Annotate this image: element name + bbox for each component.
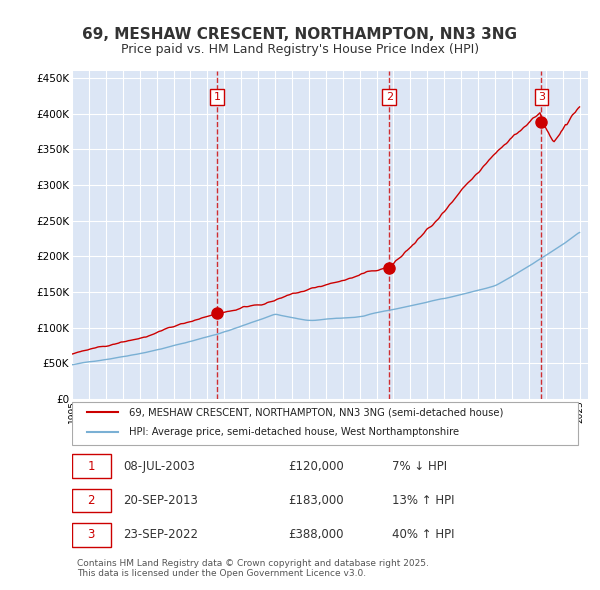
Text: 40% ↑ HPI: 40% ↑ HPI [392,529,454,542]
Text: 08-JUL-2003: 08-JUL-2003 [124,460,196,473]
Text: Price paid vs. HM Land Registry's House Price Index (HPI): Price paid vs. HM Land Registry's House … [121,43,479,56]
Text: 69, MESHAW CRESCENT, NORTHAMPTON, NN3 3NG (semi-detached house): 69, MESHAW CRESCENT, NORTHAMPTON, NN3 3N… [129,408,503,418]
Text: 3: 3 [88,529,95,542]
Text: 13% ↑ HPI: 13% ↑ HPI [392,494,454,507]
Text: 3: 3 [538,92,545,102]
Text: 2: 2 [88,494,95,507]
Text: 7% ↓ HPI: 7% ↓ HPI [392,460,447,473]
Text: 1: 1 [214,92,221,102]
FancyBboxPatch shape [72,402,578,445]
FancyBboxPatch shape [72,523,110,547]
Text: £183,000: £183,000 [289,494,344,507]
Text: £120,000: £120,000 [289,460,344,473]
Text: 1: 1 [88,460,95,473]
Text: 20-SEP-2013: 20-SEP-2013 [124,494,199,507]
FancyBboxPatch shape [72,454,110,478]
Text: £388,000: £388,000 [289,529,344,542]
Text: Contains HM Land Registry data © Crown copyright and database right 2025.
This d: Contains HM Land Registry data © Crown c… [77,559,429,578]
Text: 2: 2 [386,92,393,102]
Text: 69, MESHAW CRESCENT, NORTHAMPTON, NN3 3NG: 69, MESHAW CRESCENT, NORTHAMPTON, NN3 3N… [83,27,517,41]
Text: HPI: Average price, semi-detached house, West Northamptonshire: HPI: Average price, semi-detached house,… [129,427,459,437]
Text: 23-SEP-2022: 23-SEP-2022 [124,529,199,542]
FancyBboxPatch shape [72,489,110,512]
